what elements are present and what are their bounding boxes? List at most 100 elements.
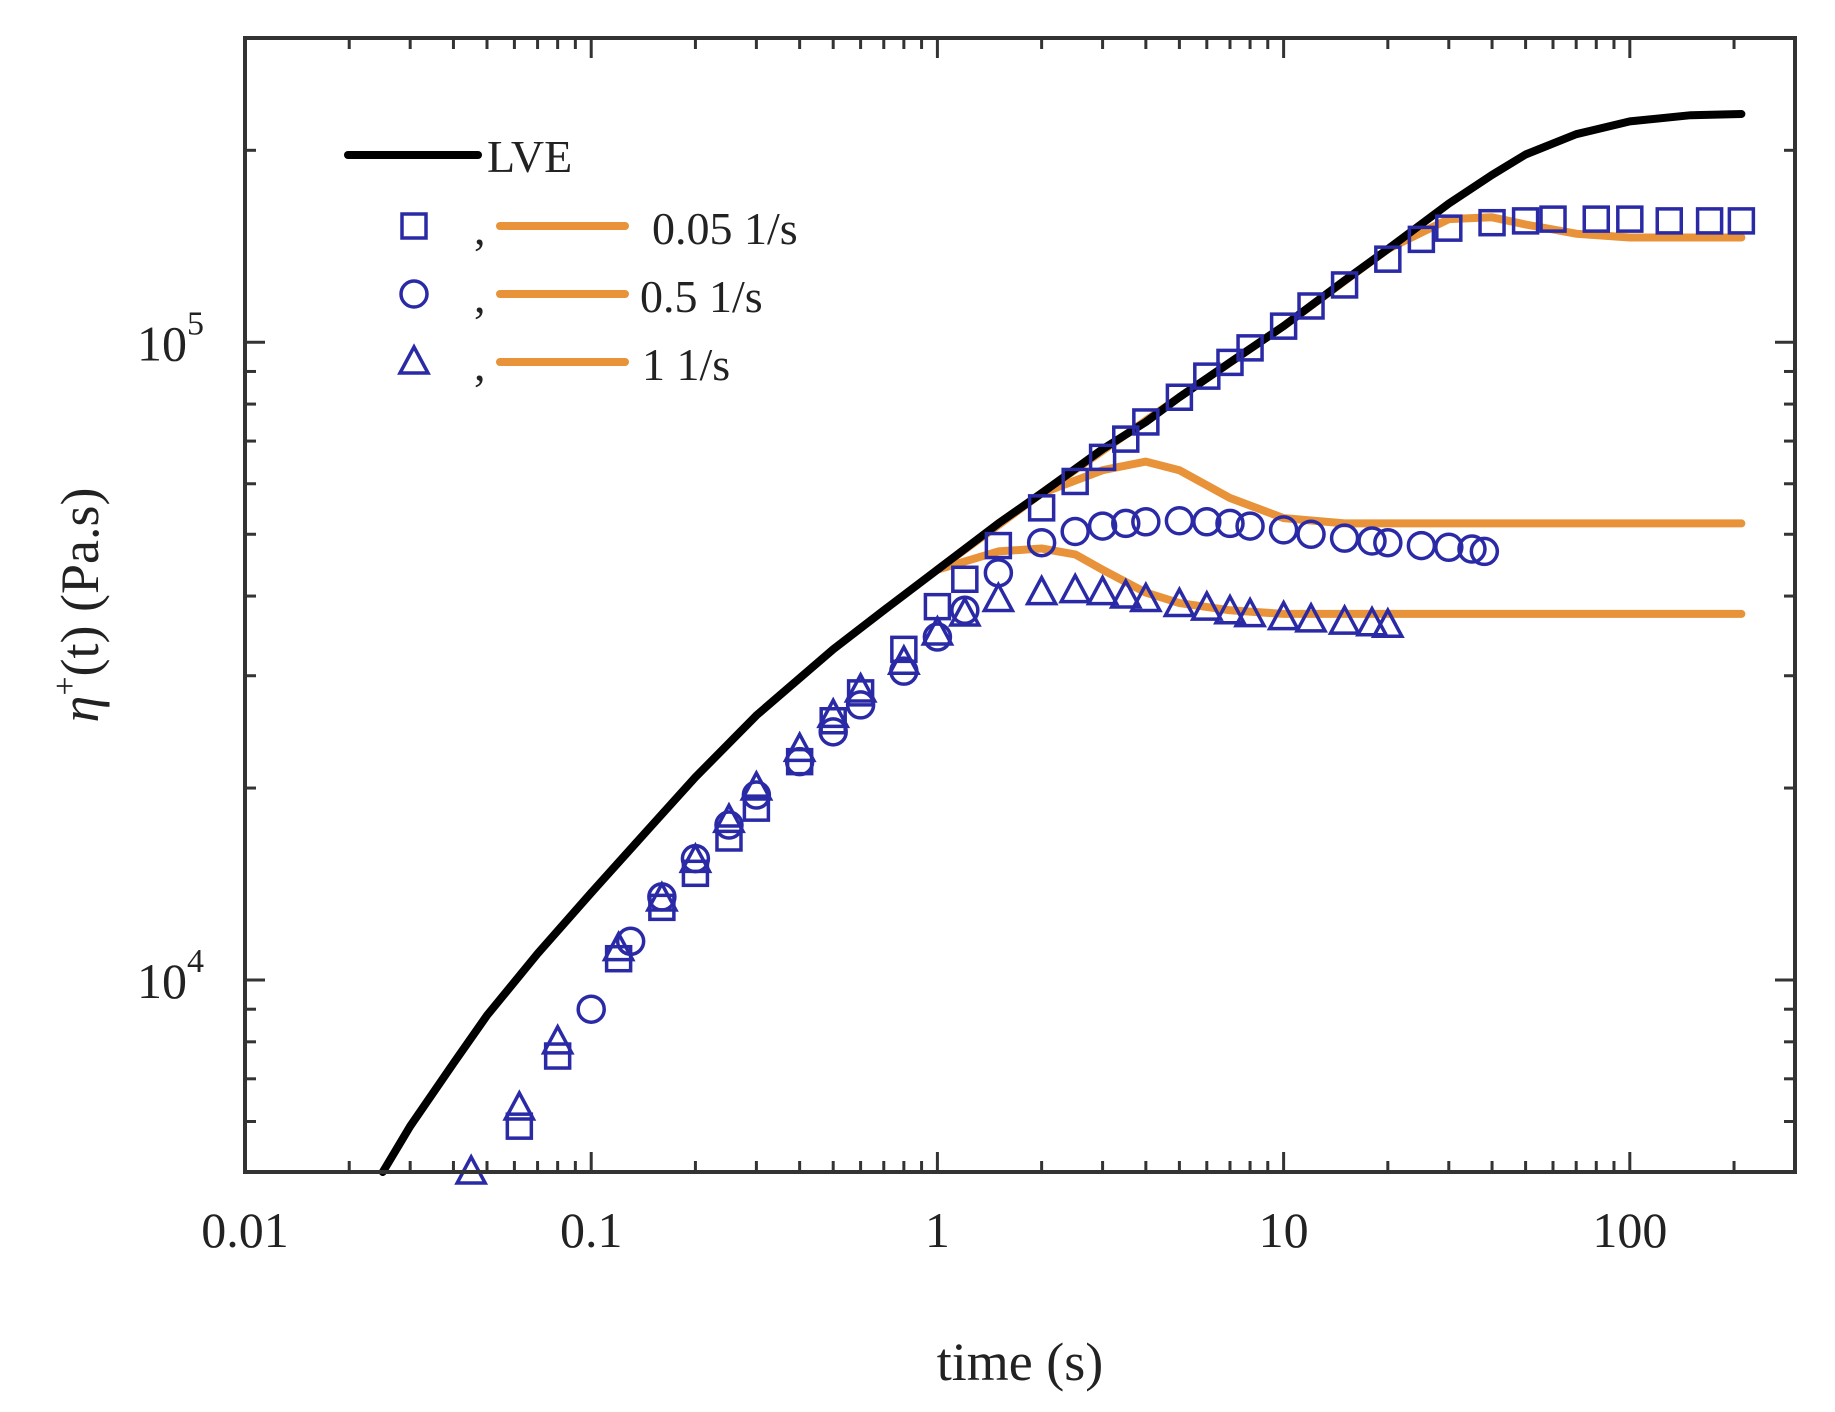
data-point-square <box>1478 208 1506 237</box>
lve-curve <box>378 110 1746 1176</box>
y-tick-label-exponent: 5 <box>187 305 204 342</box>
data-point-circle <box>1026 527 1057 558</box>
data-point-square <box>1435 214 1463 242</box>
chart-markers <box>454 205 1756 1185</box>
y-tick-label: 10 <box>137 953 187 1009</box>
data-point-triangle <box>739 769 774 801</box>
y-axis-argument: (t) <box>50 626 110 677</box>
data-point-triangle <box>1327 603 1362 635</box>
legend-separator: , <box>474 271 486 322</box>
data-point-triangle <box>886 643 921 675</box>
data-point-square <box>715 824 743 852</box>
y-axis-title: η+(t) (Pa.s) <box>47 488 110 723</box>
data-point-triangle <box>540 1023 575 1055</box>
data-point-triangle <box>1108 577 1143 609</box>
data-point-circle <box>714 810 744 840</box>
data-point-triangle <box>1213 593 1247 625</box>
data-point-square <box>1236 334 1264 362</box>
model-curve <box>933 544 1746 618</box>
data-point-circle <box>1268 515 1299 545</box>
data-point-triangle <box>1266 598 1301 631</box>
legend-label: 1 1/s <box>642 339 730 390</box>
data-point-triangle <box>1162 585 1197 618</box>
model-curve <box>933 457 1746 574</box>
data-point-square <box>543 1042 572 1070</box>
data-point-triangle <box>1294 601 1328 633</box>
data-point-triangle <box>712 801 746 834</box>
data-point-circle <box>845 690 876 720</box>
data-point-circle <box>1434 532 1464 563</box>
data-point-square <box>1407 225 1436 254</box>
data-point-triangle <box>1128 580 1163 613</box>
data-point-square <box>1112 425 1140 453</box>
data-point-circle <box>818 717 848 747</box>
data-point-circle <box>1457 534 1487 564</box>
data-point-triangle <box>920 614 955 646</box>
data-point-triangle <box>947 595 982 627</box>
data-point-square <box>1088 443 1117 472</box>
data-point-square <box>1374 245 1402 273</box>
data-point-triangle <box>644 880 679 912</box>
data-point-triangle <box>1085 573 1120 606</box>
legend-marker-circle <box>399 279 429 309</box>
data-point-triangle <box>981 580 1016 613</box>
data-point-triangle <box>843 671 878 703</box>
data-point-triangle <box>816 696 851 729</box>
legend-separator: , <box>474 339 486 390</box>
data-point-square <box>1727 207 1756 235</box>
x-axis-title: time (s) <box>937 1332 1103 1392</box>
data-point-circle <box>1296 519 1326 550</box>
data-point-square <box>951 565 979 594</box>
data-point-triangle <box>1355 605 1389 637</box>
data-point-circle <box>1087 511 1118 541</box>
data-point-triangle <box>1189 589 1224 621</box>
data-point-triangle <box>601 929 636 962</box>
data-point-triangle <box>782 730 817 763</box>
x-tick-label: 1 <box>925 1202 950 1258</box>
data-point-circle <box>680 843 711 874</box>
data-point-square <box>1132 408 1160 436</box>
axis-ticks <box>243 36 1797 1174</box>
data-point-triangle <box>1024 573 1059 606</box>
data-point-square <box>1511 207 1540 235</box>
x-tick-label: 100 <box>1592 1202 1667 1258</box>
data-point-square <box>890 635 918 664</box>
y-axis-unit: (Pa.s) <box>50 488 110 626</box>
data-point-circle <box>1373 527 1403 558</box>
data-point-circle <box>1192 507 1222 537</box>
data-point-triangle <box>1233 595 1267 628</box>
y-axis-symbol: η <box>50 696 110 723</box>
data-point-square <box>1297 292 1325 320</box>
data-point-triangle <box>1370 606 1405 638</box>
x-tick-label: 10 <box>1259 1202 1309 1258</box>
y-tick-label: 10 <box>137 315 187 371</box>
data-point-circle <box>1060 516 1090 547</box>
data-point-circle <box>1357 526 1387 556</box>
data-point-square <box>846 679 875 707</box>
data-point-triangle <box>1058 571 1093 604</box>
data-point-square <box>1216 348 1244 377</box>
data-point-circle <box>1406 530 1437 561</box>
data-point-triangle <box>502 1089 537 1121</box>
data-point-square <box>1655 207 1684 235</box>
legend-separator: , <box>474 203 486 254</box>
legend-marker-square <box>400 212 428 240</box>
model-curve <box>933 213 1746 574</box>
data-point-square <box>681 859 710 888</box>
plot-frame <box>243 36 1797 1174</box>
data-point-circle <box>1329 523 1360 553</box>
legend-label: 0.5 1/s <box>640 271 763 322</box>
data-point-square <box>1582 205 1611 233</box>
y-axis-superscript: + <box>47 676 84 695</box>
data-point-circle <box>1164 505 1195 536</box>
data-point-square <box>1330 271 1359 299</box>
data-point-square <box>1695 207 1724 235</box>
data-point-square <box>984 531 1013 560</box>
data-point-circle <box>576 994 606 1024</box>
legend-label: 0.05 1/s <box>652 203 798 254</box>
data-point-circle <box>1111 508 1141 539</box>
legend: LVE, 0.05 1/s, 0.5 1/s, 1 1/s <box>344 131 798 390</box>
data-point-square <box>1165 383 1194 411</box>
